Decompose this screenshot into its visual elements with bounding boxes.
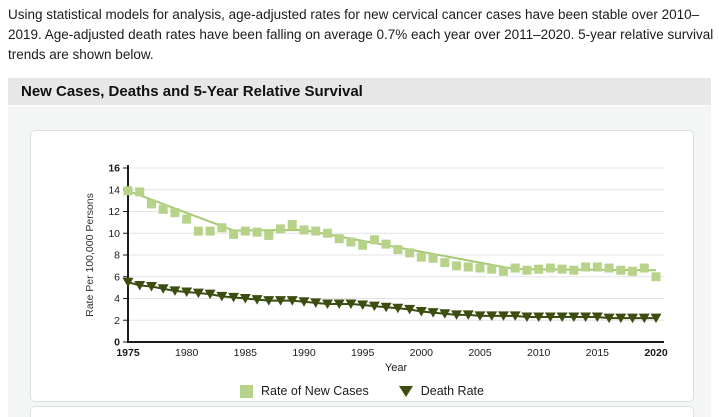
svg-text:1980: 1980 xyxy=(175,347,199,359)
svg-text:6: 6 xyxy=(114,271,120,283)
death-rate-swatch-icon xyxy=(398,385,413,397)
legend-item-new-cases: Rate of New Cases xyxy=(240,384,369,398)
section-header: New Cases, Deaths and 5-Year Relative Su… xyxy=(8,78,711,105)
svg-text:4: 4 xyxy=(114,293,120,305)
trend-chart: 0 2 4 6 8 10 12 14 16 1975 1980 1985 1990 1995 2000 200… xyxy=(84,163,668,375)
chart-legend: Rate of New Cases Death Rate xyxy=(31,381,693,401)
svg-text:Rate Per 100,000 Persons: Rate Per 100,000 Persons xyxy=(84,193,96,317)
svg-text:14: 14 xyxy=(108,184,120,196)
next-section-card xyxy=(30,406,694,417)
new-cases-swatch-icon xyxy=(240,384,254,398)
intro-paragraph: Using statistical models for analysis, a… xyxy=(8,7,714,62)
content-panel: 0 2 4 6 8 10 12 14 16 1975 1980 1985 1990 1995 2000 200… xyxy=(8,106,711,417)
legend-item-death-rate: Death Rate xyxy=(398,384,484,398)
legend-label-death-rate: Death Rate xyxy=(420,384,484,398)
svg-text:2015: 2015 xyxy=(586,347,610,359)
svg-text:2: 2 xyxy=(114,315,120,327)
svg-text:1975: 1975 xyxy=(116,347,140,359)
svg-text:16: 16 xyxy=(108,163,120,175)
svg-text:10: 10 xyxy=(108,228,120,240)
svg-text:8: 8 xyxy=(114,250,120,262)
svg-text:Year: Year xyxy=(385,362,408,374)
chart-card: 0 2 4 6 8 10 12 14 16 1975 1980 1985 1990 1995 2000 200… xyxy=(30,130,694,402)
svg-text:2020: 2020 xyxy=(644,347,668,359)
svg-text:2010: 2010 xyxy=(527,347,551,359)
svg-text:1995: 1995 xyxy=(351,347,375,359)
svg-text:1985: 1985 xyxy=(234,347,258,359)
legend-label-new-cases: Rate of New Cases xyxy=(261,384,369,398)
svg-text:0: 0 xyxy=(114,337,120,349)
svg-text:12: 12 xyxy=(108,206,120,218)
svg-text:2005: 2005 xyxy=(468,347,492,359)
section-title: New Cases, Deaths and 5-Year Relative Su… xyxy=(21,83,363,100)
svg-text:2000: 2000 xyxy=(410,347,434,359)
svg-text:1990: 1990 xyxy=(292,347,316,359)
